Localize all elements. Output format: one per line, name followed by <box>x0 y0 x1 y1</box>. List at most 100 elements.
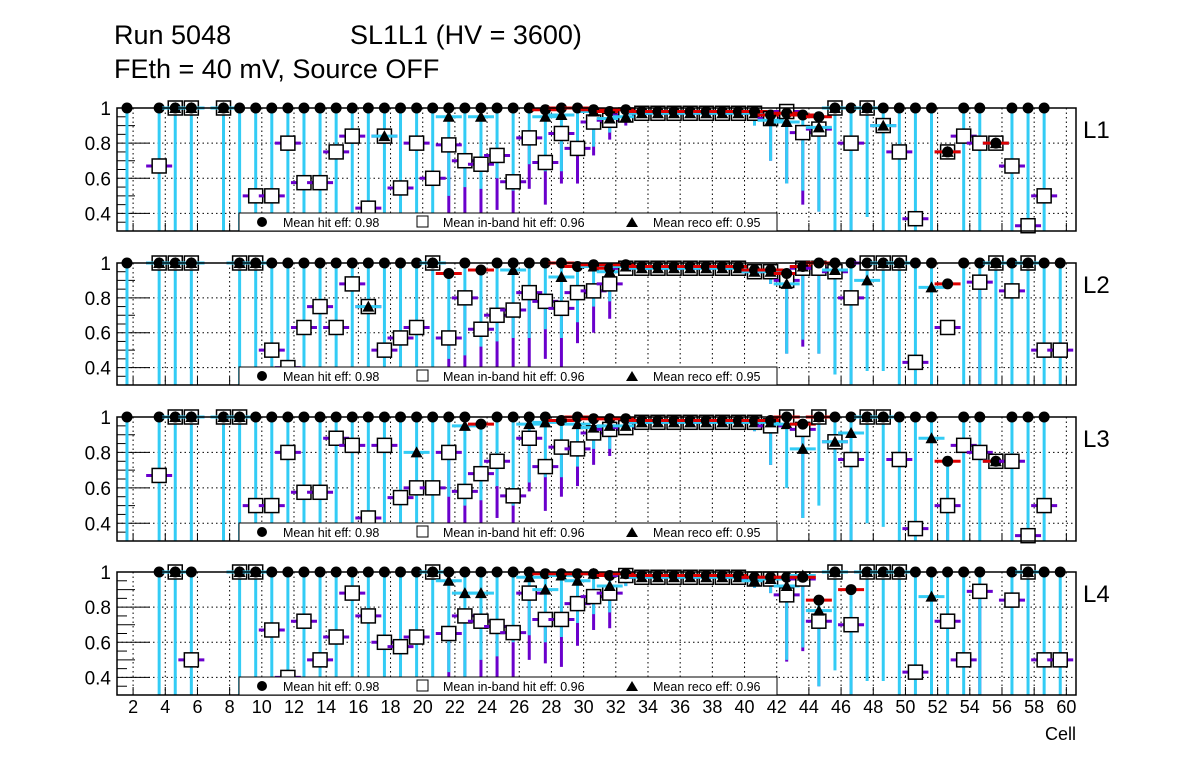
cell-7-point <box>210 100 237 231</box>
y-tick-label: 0.6 <box>85 479 111 500</box>
cell-19-point <box>403 566 430 695</box>
hit-eff-marker <box>475 264 487 276</box>
cell-11-point <box>274 411 301 541</box>
cell-51-point <box>918 257 945 385</box>
cell-34-point <box>644 414 671 431</box>
x-tick-label: 14 <box>316 697 336 717</box>
x-tick-label: 32 <box>606 697 626 717</box>
y-tick-label: 0.4 <box>85 668 112 689</box>
hit-eff-marker <box>539 104 551 116</box>
reco-eff-marker <box>458 587 471 599</box>
y-tick-label: 1 <box>100 99 111 120</box>
cell-54-point <box>966 102 993 231</box>
hit-eff-marker <box>813 111 825 123</box>
inband-eff-marker <box>328 629 344 645</box>
hit-eff-marker <box>749 106 761 118</box>
inband-eff-marker <box>1052 652 1068 668</box>
inband-eff-marker <box>843 616 859 633</box>
cell-18-point <box>387 566 414 695</box>
y-tick-label: 0.6 <box>85 169 111 190</box>
hit-eff-marker <box>555 415 567 427</box>
inband-eff-marker <box>392 330 409 346</box>
legend-entry: Mean reco eff: 0.95 <box>653 370 761 384</box>
reco-eff-marker <box>845 426 858 438</box>
inband-eff-marker <box>296 613 312 629</box>
legend-inband-marker <box>416 679 429 692</box>
hit-eff-marker <box>732 415 744 427</box>
hit-eff-marker <box>620 568 632 580</box>
inband-eff-marker <box>280 135 296 151</box>
layer-label: L3 <box>1083 426 1110 453</box>
cell-57-point <box>1015 564 1042 695</box>
inband-eff-marker <box>1004 592 1020 608</box>
layer-label: L1 <box>1083 117 1110 144</box>
cell-21-point <box>435 566 462 695</box>
reco-eff-marker <box>442 110 455 122</box>
inband-eff-marker <box>457 290 473 306</box>
reco-eff-marker <box>539 583 552 595</box>
cell-45-point <box>821 257 848 375</box>
hit-eff-marker <box>588 568 600 580</box>
cell-14-point <box>323 411 350 541</box>
legend-box <box>238 366 778 386</box>
legend-entry: Mean in-band hit eff: 0.96 <box>443 526 585 540</box>
cell-24-point <box>484 102 511 210</box>
cell-53-point <box>950 102 977 231</box>
legend-inband-marker <box>416 369 429 382</box>
x-tick-label: 30 <box>574 697 594 717</box>
cell-5-point <box>178 255 205 385</box>
legend-entry: Mean hit eff: 0.98 <box>283 216 379 230</box>
cell-15-point <box>339 411 366 541</box>
inband-eff-marker <box>376 437 393 454</box>
x-tick-label: 20 <box>413 697 433 717</box>
reco-eff-marker <box>362 300 375 312</box>
cell-25-point <box>500 102 527 231</box>
cell-52-point <box>934 455 961 541</box>
cell-41-point <box>757 109 784 161</box>
cell-28-point <box>548 415 575 497</box>
inband-eff-marker <box>1004 158 1020 174</box>
cell-18-point <box>387 257 414 385</box>
inband-eff-marker <box>312 174 328 191</box>
cell-10-point <box>258 411 285 541</box>
hit-eff-marker <box>588 104 600 116</box>
panel-l4: 1 0.8 0.6 0.4 Mean hit eff: 0.98 Mean in-band… <box>85 563 1110 696</box>
cell-28-point <box>548 257 575 368</box>
cell-27-point <box>532 104 559 205</box>
reco-eff-marker <box>442 574 455 586</box>
reco-eff-marker <box>474 110 487 122</box>
cell-55-point <box>982 135 1009 151</box>
inband-eff-marker <box>489 618 505 635</box>
hit-eff-marker <box>990 455 1002 467</box>
cell-57-point <box>1015 411 1042 544</box>
hit-eff-marker <box>700 106 712 118</box>
inband-eff-marker <box>392 638 409 655</box>
cell-5-point <box>178 409 205 541</box>
reco-eff-marker <box>828 435 841 447</box>
hit-eff-marker <box>732 570 744 582</box>
cell-45-point <box>821 100 848 231</box>
cell-1-point <box>121 411 133 541</box>
inband-eff-marker <box>376 342 393 358</box>
reco-eff-marker <box>378 130 391 142</box>
cell-19-point <box>403 102 430 231</box>
cell-24-point <box>484 411 511 518</box>
x-tick-label: 26 <box>509 697 529 717</box>
inband-eff-marker <box>296 319 312 336</box>
cell-27-point <box>532 411 559 511</box>
hit-eff-marker <box>797 571 809 583</box>
x-tick-label: 52 <box>928 697 948 717</box>
inband-eff-marker <box>939 497 956 514</box>
cell-13-point <box>307 102 334 231</box>
inband-eff-marker <box>328 319 344 336</box>
cell-54-point <box>966 257 993 385</box>
hit-eff-marker <box>781 571 793 583</box>
inband-eff-marker <box>489 453 505 470</box>
legend-entry: Mean hit eff: 0.98 <box>283 680 379 694</box>
hit-eff-marker <box>749 415 761 427</box>
hit-eff-marker <box>604 413 616 425</box>
cell-18-point <box>387 411 414 541</box>
cell-35-point <box>661 569 688 586</box>
inband-eff-marker <box>264 622 280 638</box>
cell-37-point <box>693 105 720 122</box>
